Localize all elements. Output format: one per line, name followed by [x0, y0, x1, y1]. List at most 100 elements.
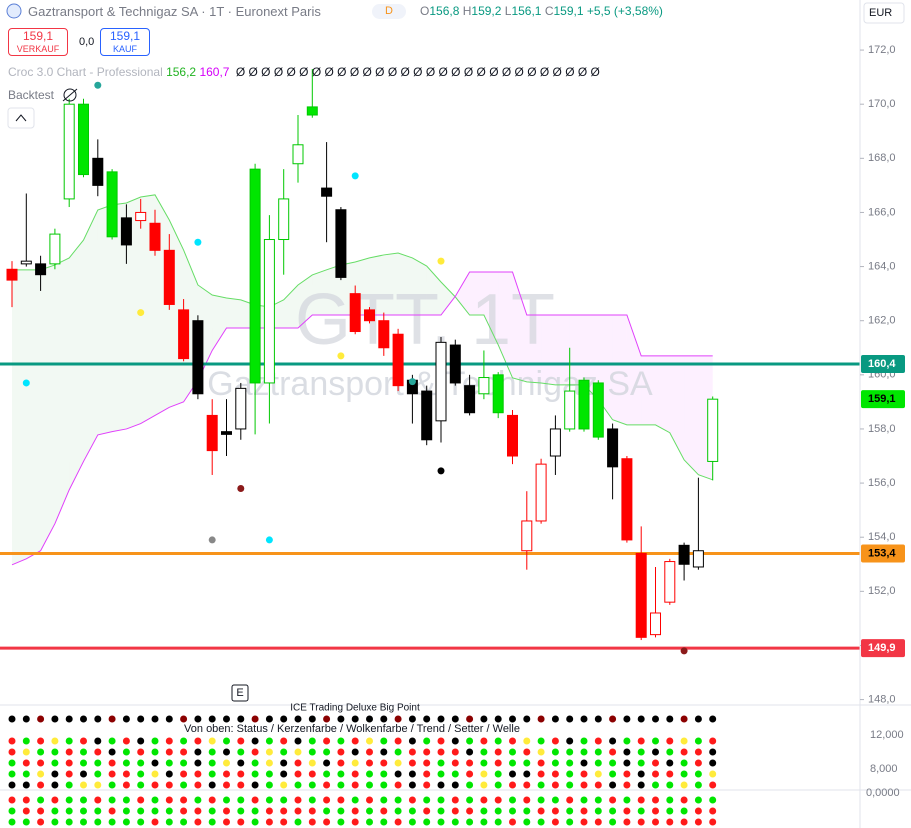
- state-dot: [65, 781, 73, 789]
- state-dot: [337, 770, 345, 778]
- state-dot: [108, 818, 116, 826]
- y-tick-label: 166,0: [868, 206, 896, 218]
- state-dot: [494, 818, 502, 826]
- state-dot: [294, 770, 302, 778]
- state-dot: [666, 796, 674, 804]
- state-dot: [466, 748, 474, 756]
- state-dot: [94, 781, 102, 789]
- state-dot: [251, 781, 259, 789]
- event-badge[interactable]: E: [236, 687, 243, 699]
- state-dot: [609, 748, 617, 756]
- state-dot: [37, 781, 45, 789]
- state-dot: [251, 796, 259, 804]
- state-dot: [237, 770, 245, 778]
- state-dot: [623, 759, 631, 767]
- eye-icon[interactable]: [63, 88, 77, 102]
- state-dot: [22, 818, 30, 826]
- state-dot: [137, 807, 145, 815]
- state-dot: [437, 737, 445, 745]
- state-dot: [523, 748, 531, 756]
- state-dot: [537, 748, 545, 756]
- state-dot: [480, 737, 488, 745]
- lower-subtitle: Von oben: Status / Kerzenfarbe / Wolkenf…: [184, 723, 520, 735]
- state-dot: [480, 759, 488, 767]
- sell-button[interactable]: 159,1 VERKAUF: [8, 28, 68, 56]
- state-dot: [652, 748, 659, 756]
- state-dot: [194, 818, 202, 826]
- state-dot: [437, 770, 445, 778]
- state-dot: [694, 770, 702, 778]
- state-dot: [566, 818, 574, 826]
- candle-body: [135, 211, 147, 222]
- cloud-fill: [40, 264, 55, 551]
- state-dot: [180, 796, 188, 804]
- buy-button[interactable]: 159,1 KAUF: [100, 28, 150, 56]
- state-dot: [22, 759, 30, 767]
- state-dot: [594, 818, 602, 826]
- state-dot: [666, 807, 674, 815]
- state-dot: [451, 759, 459, 767]
- candle-body: [6, 268, 18, 281]
- currency[interactable]: EUR: [869, 7, 892, 19]
- state-dot: [108, 807, 116, 815]
- state-dot: [8, 796, 16, 804]
- state-dot: [323, 715, 331, 723]
- state-dot: [65, 759, 73, 767]
- state-dot: [208, 796, 216, 804]
- state-dot: [523, 807, 531, 815]
- state-dot: [451, 770, 459, 778]
- state-dot: [380, 807, 388, 815]
- state-dot: [265, 737, 273, 745]
- state-dot: [265, 748, 273, 756]
- state-dot: [408, 818, 416, 826]
- state-dot: [680, 781, 688, 789]
- state-dot: [509, 759, 516, 767]
- state-dot: [366, 770, 373, 778]
- state-dot: [208, 737, 216, 745]
- marker: [237, 484, 245, 492]
- sell-price: 159,1: [22, 29, 54, 43]
- state-dot: [337, 781, 345, 789]
- event-badge-box[interactable]: [231, 684, 249, 702]
- state-dot: [509, 770, 516, 778]
- state-dot: [494, 807, 502, 815]
- state-dot: [408, 759, 416, 767]
- candle-body: [278, 198, 290, 241]
- state-dot: [394, 781, 402, 789]
- state-dot: [380, 818, 388, 826]
- candle-body: [535, 463, 547, 522]
- candle-body: [507, 414, 518, 457]
- state-dot: [251, 748, 259, 756]
- state-dot: [151, 796, 159, 804]
- collapse-button[interactable]: [7, 107, 35, 129]
- state-dot: [566, 737, 574, 745]
- state-dot: [523, 781, 531, 789]
- state-dot: [566, 770, 574, 778]
- state-dot: [208, 818, 216, 826]
- state-dot: [165, 737, 173, 745]
- candle-body: [678, 544, 690, 565]
- state-dot: [65, 770, 73, 778]
- state-dot: [223, 737, 230, 745]
- state-dot: [380, 796, 388, 804]
- cloud-fill: [441, 282, 456, 316]
- state-dot: [223, 715, 230, 723]
- state-dot: [537, 715, 545, 723]
- cloud-fill: [655, 355, 670, 433]
- candle-body: [235, 387, 247, 430]
- cloud-fill: [97, 204, 113, 435]
- state-dot: [194, 715, 202, 723]
- state-dot: [180, 770, 188, 778]
- state-dot: [308, 759, 316, 767]
- state-dot: [666, 759, 674, 767]
- cloud-fill: [140, 194, 155, 424]
- watermark-ticker: GTT, 1T: [295, 280, 555, 360]
- candle-body: [263, 239, 275, 384]
- currency-box[interactable]: [863, 2, 905, 24]
- state-dot: [637, 715, 645, 723]
- state-dot: [637, 796, 645, 804]
- cloud-fill: [641, 355, 656, 425]
- state-dot: [94, 818, 102, 826]
- state-dot: [494, 715, 502, 723]
